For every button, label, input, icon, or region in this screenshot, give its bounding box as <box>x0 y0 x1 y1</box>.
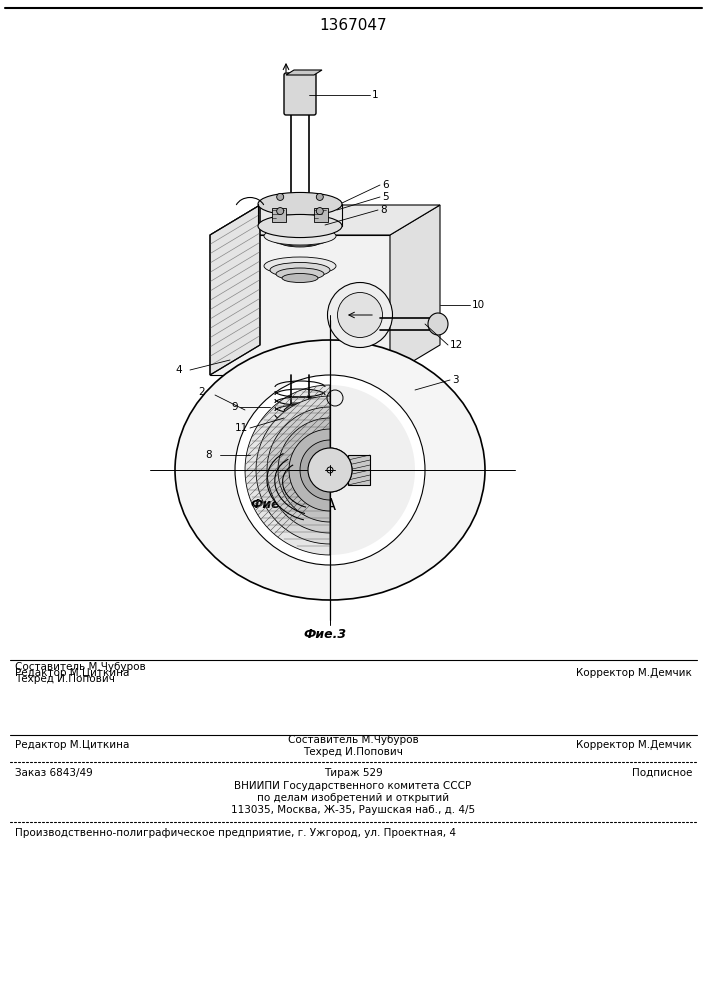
Polygon shape <box>286 70 322 75</box>
Polygon shape <box>284 403 316 417</box>
Ellipse shape <box>258 214 342 238</box>
Text: Заказ 6843/49: Заказ 6843/49 <box>15 768 93 778</box>
Ellipse shape <box>270 262 330 277</box>
Text: 11: 11 <box>235 423 248 433</box>
Text: 3: 3 <box>452 375 459 385</box>
Text: 1: 1 <box>372 90 379 100</box>
Text: Производственно-полиграфическое предприятие, г. Ужгород, ул. Проектная, 4: Производственно-полиграфическое предприя… <box>15 828 456 838</box>
Text: А - А: А - А <box>300 497 336 512</box>
Text: ВНИИПИ Государственного комитета СССР: ВНИИПИ Государственного комитета СССР <box>235 781 472 791</box>
Ellipse shape <box>282 273 318 282</box>
Text: 10: 10 <box>472 300 485 310</box>
Polygon shape <box>330 385 415 555</box>
Polygon shape <box>210 205 260 375</box>
Text: Редактор М.Циткина: Редактор М.Циткина <box>15 668 129 678</box>
Ellipse shape <box>264 227 336 245</box>
Bar <box>348 455 370 485</box>
Ellipse shape <box>327 282 392 348</box>
Text: 1367047: 1367047 <box>319 17 387 32</box>
Circle shape <box>276 208 284 215</box>
Text: Техред И.Попович: Техред И.Попович <box>15 674 115 684</box>
Text: 5: 5 <box>382 192 389 202</box>
Text: 2: 2 <box>199 387 205 397</box>
Polygon shape <box>267 407 330 533</box>
Polygon shape <box>278 418 330 522</box>
Polygon shape <box>210 235 390 375</box>
Text: Фие1: Фие1 <box>251 498 289 512</box>
Ellipse shape <box>280 237 320 247</box>
Bar <box>272 208 286 222</box>
Ellipse shape <box>428 313 448 335</box>
Text: Корректор М.Демчик: Корректор М.Демчик <box>576 740 692 750</box>
Text: Составитель М.Чубуров: Составитель М.Чубуров <box>15 662 146 672</box>
Text: 8: 8 <box>205 450 212 460</box>
Bar <box>314 208 328 222</box>
Ellipse shape <box>264 257 336 275</box>
Text: 8: 8 <box>380 205 387 215</box>
Text: 4: 4 <box>175 365 182 375</box>
Text: 12: 12 <box>450 340 463 350</box>
Text: 6: 6 <box>382 180 389 190</box>
Polygon shape <box>390 205 440 375</box>
Ellipse shape <box>276 268 324 280</box>
Ellipse shape <box>258 192 342 216</box>
Polygon shape <box>256 396 330 544</box>
Polygon shape <box>291 465 309 480</box>
Polygon shape <box>289 429 330 511</box>
Text: Фие.3: Фие.3 <box>303 629 346 642</box>
Text: по делам изобретений и открытий: по делам изобретений и открытий <box>257 793 449 803</box>
Text: 113035, Москва, Ж-35, Раушская наб., д. 4/5: 113035, Москва, Ж-35, Раушская наб., д. … <box>231 805 475 815</box>
Polygon shape <box>245 385 330 555</box>
Circle shape <box>316 193 323 200</box>
Polygon shape <box>210 205 440 235</box>
FancyBboxPatch shape <box>284 73 316 115</box>
Text: Подписное: Подписное <box>631 768 692 778</box>
Circle shape <box>276 193 284 200</box>
Text: Составитель М.Чубуров: Составитель М.Чубуров <box>288 735 419 745</box>
Circle shape <box>316 208 323 215</box>
Ellipse shape <box>175 340 485 600</box>
Ellipse shape <box>235 375 425 565</box>
Text: 9: 9 <box>231 402 238 412</box>
Ellipse shape <box>337 292 382 338</box>
Text: Тираж 529: Тираж 529 <box>324 768 382 778</box>
Text: Редактор М.Циткина: Редактор М.Циткина <box>15 740 129 750</box>
Text: Корректор М.Демчик: Корректор М.Демчик <box>576 668 692 678</box>
Polygon shape <box>300 440 330 500</box>
Ellipse shape <box>272 232 328 246</box>
Circle shape <box>308 448 352 492</box>
Text: Техред И.Попович: Техред И.Попович <box>303 747 403 757</box>
